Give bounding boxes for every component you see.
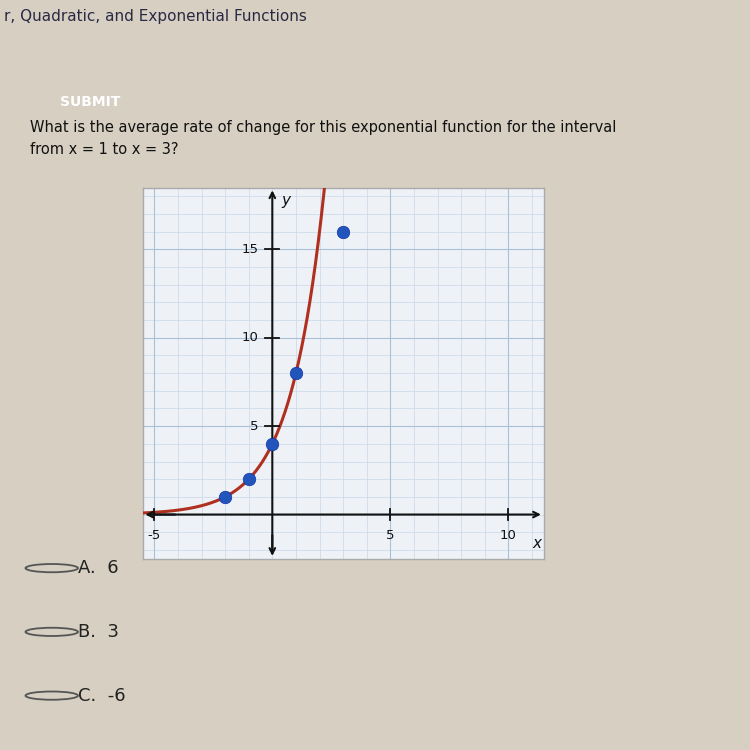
Text: A.  6: A. 6 [78, 560, 118, 578]
Text: x: x [532, 536, 541, 550]
Text: 5: 5 [250, 420, 258, 433]
Text: 5: 5 [386, 529, 394, 542]
Text: 15: 15 [242, 243, 258, 256]
Text: 10: 10 [242, 332, 258, 344]
Text: SUBMIT: SUBMIT [60, 95, 120, 109]
Text: C.  -6: C. -6 [78, 687, 125, 705]
Text: 10: 10 [500, 529, 517, 542]
Text: y: y [282, 193, 291, 208]
Text: -5: -5 [148, 529, 161, 542]
Text: r, Quadratic, and Exponential Functions: r, Quadratic, and Exponential Functions [4, 9, 307, 24]
Text: B.  3: B. 3 [78, 622, 119, 640]
Text: What is the average rate of change for this exponential function for the interva: What is the average rate of change for t… [30, 120, 616, 158]
